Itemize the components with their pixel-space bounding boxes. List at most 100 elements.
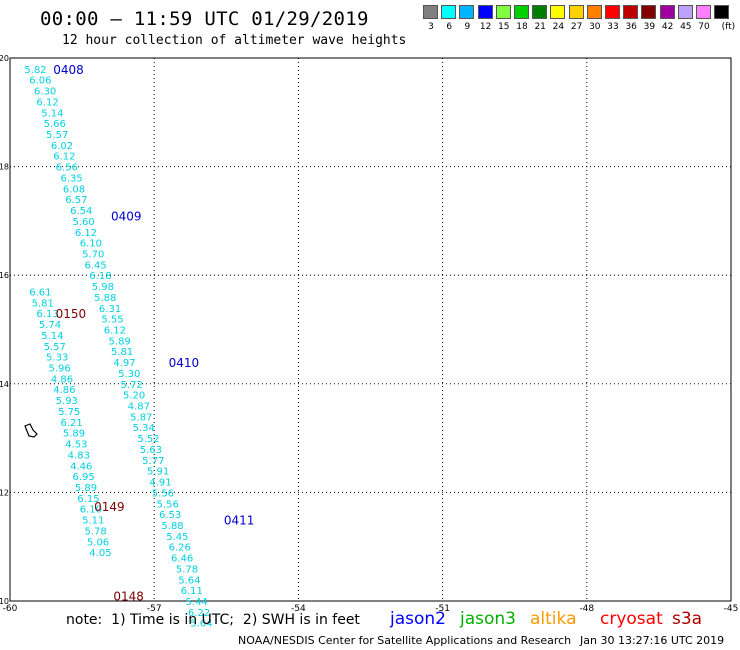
swh-value: 5.20 [123, 391, 145, 402]
lon-tick-label: -48 [579, 604, 594, 614]
swh-value: 6.15 [77, 494, 99, 505]
page-subtitle: 12 hour collection of altimeter wave hei… [62, 33, 407, 48]
lat-tick-label: 20 [0, 54, 9, 63]
generated-timestamp: Jan 30 13:27:16 UTC 2019 [580, 634, 725, 647]
swh-value: 6.11 [181, 586, 203, 597]
lon-tick-label: -57 [147, 604, 162, 614]
swh-value: 5.75 [58, 407, 80, 418]
swh-value: 5.60 [72, 217, 94, 228]
swh-value: 5.77 [142, 456, 164, 467]
swh-value: 5.74 [39, 320, 61, 331]
pass-label: 0408 [53, 63, 84, 77]
swh-value: 5.66 [44, 119, 66, 130]
swh-value: 5.64 [178, 575, 200, 586]
swh-value: 6.46 [171, 554, 193, 565]
color-scale-label: 3 [428, 22, 434, 32]
swh-value: 5.89 [75, 483, 97, 494]
swh-value: 5.14 [41, 108, 63, 119]
color-swatch [677, 5, 693, 19]
footer-note: note: 1) Time is in UTC; 2) SWH is in fe… [66, 612, 360, 628]
color-scale-label: 15 [498, 22, 510, 32]
swh-value: 6.13 [36, 309, 58, 320]
swh-value: 5.81 [111, 347, 133, 358]
swh-value: 6.45 [85, 260, 107, 271]
color-swatch [514, 5, 529, 19]
pass-label: 0409 [111, 209, 142, 223]
swh-value: 5.96 [48, 364, 70, 375]
color-swatch [696, 5, 711, 19]
color-scale-label: 6 [446, 22, 453, 32]
lon-tick-label: -60 [3, 604, 18, 614]
color-scale-label: 70 [698, 22, 710, 32]
swh-value: 5.72 [121, 380, 143, 391]
swh-value: 4.83 [68, 450, 90, 461]
swh-value: 5.63 [140, 445, 162, 456]
swh-value: 4.97 [113, 358, 135, 369]
page-title: 00:00 – 11:59 UTC 01/29/2019 [40, 8, 369, 30]
swh-value: 5.11 [82, 516, 104, 527]
color-scale-label: 39 [643, 22, 656, 32]
swh-value: 4.91 [149, 478, 171, 489]
swh-value: 4.05 [89, 548, 111, 559]
swh-value: 6.26 [169, 543, 191, 554]
color-swatch [441, 5, 457, 19]
color-swatch [532, 5, 548, 19]
swh-value: 6.31 [99, 304, 121, 315]
swh-value: 6.12 [75, 228, 97, 239]
swh-value: 6.12 [36, 97, 58, 108]
swh-value: 5.64 [190, 619, 212, 630]
pass-label: 0149 [94, 500, 125, 514]
swh-value: 5.30 [118, 369, 140, 380]
swh-value: 5.81 [32, 298, 54, 309]
swh-value: 5.70 [82, 249, 104, 260]
color-swatch [605, 5, 620, 19]
color-scale-label: 24 [552, 22, 565, 32]
swh-value: 5.78 [176, 564, 198, 575]
pass-label: 0410 [169, 356, 200, 370]
swh-value: 6.08 [63, 184, 85, 195]
color-scale-label: 45 [680, 22, 692, 32]
swh-value: 6.54 [70, 206, 92, 217]
swh-value: 5.78 [85, 526, 107, 537]
swh-value: 5.88 [94, 293, 116, 304]
swh-value: 5.33 [46, 353, 68, 364]
lon-tick-label: -51 [435, 604, 450, 614]
color-scale-unit: (ft) [721, 22, 736, 32]
color-swatch [459, 5, 475, 19]
swh-value: 5.87 [130, 412, 152, 423]
color-swatch [550, 5, 566, 19]
color-scale-label: 27 [570, 22, 583, 32]
swh-value: 5.88 [161, 521, 183, 532]
swh-value: 4.46 [70, 461, 92, 472]
color-scale-label: 30 [589, 22, 601, 32]
color-swatch [568, 5, 584, 19]
color-scale-label: 21 [534, 22, 546, 32]
swh-value: 4.87 [128, 402, 150, 413]
swh-value: 6.12 [53, 152, 75, 163]
color-scale-label: 12 [479, 22, 492, 32]
swh-value: 6.35 [60, 173, 82, 184]
swh-value: 6.12 [104, 326, 126, 337]
color-swatch [641, 5, 657, 19]
swh-value: 5.14 [41, 331, 63, 342]
lat-tick-label: 16 [0, 271, 9, 280]
color-swatch [659, 5, 675, 19]
swh-value: 6.06 [29, 76, 51, 87]
satellite-legend-item: jason2 [390, 609, 446, 629]
swh-value: 5.06 [87, 537, 109, 548]
swh-value: 4.86 [51, 374, 73, 385]
pass-label: 0411 [224, 514, 255, 528]
lat-tick-label: 10 [0, 597, 9, 606]
color-scale-label: 42 [661, 22, 674, 32]
color-swatch [495, 5, 511, 19]
swh-value: 6.21 [60, 418, 82, 429]
swh-value: 5.89 [63, 429, 85, 440]
swh-value: 6.53 [159, 510, 181, 521]
swh-value: 5.52 [137, 434, 159, 445]
color-swatch [714, 5, 730, 19]
swh-value: 5.57 [46, 130, 68, 141]
swh-value: 5.55 [101, 315, 123, 326]
satellite-legend-item: s3a [672, 609, 703, 629]
swh-value: 5.34 [133, 423, 155, 434]
